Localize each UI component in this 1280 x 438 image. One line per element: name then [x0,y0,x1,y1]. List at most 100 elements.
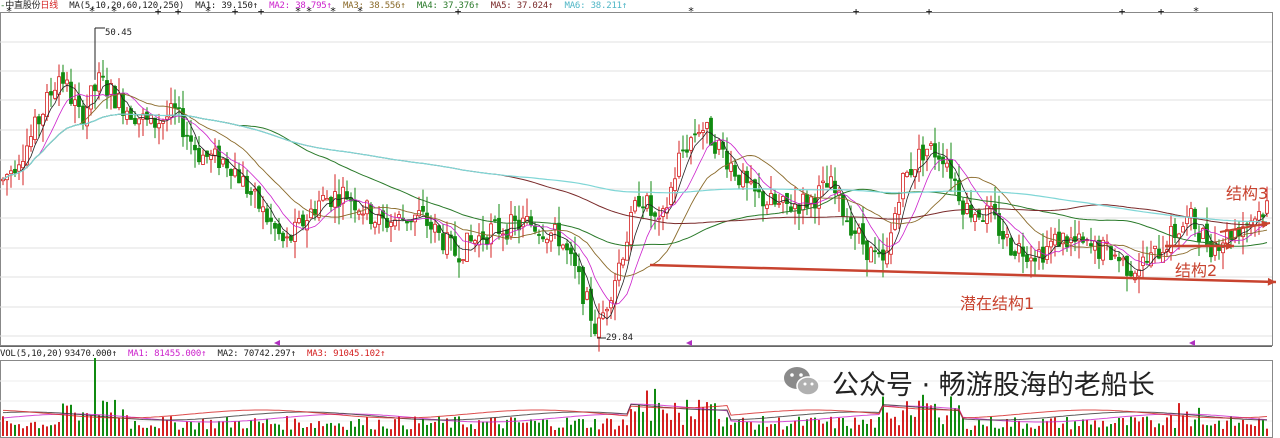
volume-bar [350,421,352,436]
volume-bar [286,416,288,436]
candle-body [853,230,857,234]
volume-bar [794,420,796,436]
volume-bar [858,424,860,436]
volume-bar [1130,416,1132,436]
volume-bar [738,419,740,436]
volume-bar [1058,427,1060,436]
ma-params: MA(5,10,20,60,120,250) [69,1,185,11]
candle-body [737,174,741,186]
volume-bar [786,426,788,436]
volume-bar [1042,418,1044,436]
candle-body [625,241,629,261]
candle-body [905,171,909,177]
candle-body [889,232,893,255]
candle-body [389,221,393,227]
candle-body [253,189,257,192]
volume-bar [94,358,96,436]
candle-body [193,144,197,151]
volume-bar [1246,424,1248,436]
volume-bar [1222,428,1224,436]
candle-body [1173,223,1177,238]
volume-bar [1166,417,1168,436]
candle-body [189,135,193,142]
candle-body [713,142,717,154]
volume-bar [874,427,876,436]
candle-body [173,103,177,109]
volume-bar [42,424,44,436]
volume-bar [326,423,328,436]
volume-bar [358,418,360,436]
volume-bar [626,425,628,436]
volume-bar [1230,416,1232,436]
volume-bar [1174,427,1176,436]
volume-bar [922,394,924,436]
volume-bar [730,424,732,436]
volume-bar [142,427,144,436]
candle-body [981,220,985,222]
candle-body [561,244,565,249]
price-panel-border [0,12,1273,346]
candle-body [585,291,589,300]
candle-body [861,223,865,245]
candle-body [1153,245,1157,249]
volume-bar [846,425,848,436]
volume-bar [402,425,404,436]
volume-bar [26,426,28,436]
volume-bar [766,426,768,436]
volume-bar [1138,421,1140,436]
stock-name: -中直股份日线 [0,1,59,11]
candle-body [529,216,533,226]
volume-bar [426,424,428,436]
candle-body [237,169,241,184]
volume-bar [130,428,132,436]
candle-body [833,180,837,194]
volume-bar [498,424,500,436]
volume-bar [170,416,172,436]
event-marker: * [205,5,212,18]
candle-body [445,232,449,255]
volume-bar [778,417,780,436]
candle-body [685,149,689,153]
candle-body [125,110,129,120]
candle-body [809,196,813,205]
candle-body [857,227,861,234]
ma5-value: MA5: 37.024↑ [490,1,554,11]
volume-bar [50,425,52,436]
candle-body [161,120,165,124]
volume-bar [106,401,108,436]
candle-body [1189,208,1193,219]
volume-bar [18,424,20,436]
volume-bar [1070,429,1072,436]
volume-bar [906,401,908,436]
volume-bar [1170,415,1172,436]
candle-body [969,204,973,218]
volume-bar [1134,417,1136,436]
volume-bar [986,426,988,436]
volume-bar [374,429,376,436]
volume-bar [1250,424,1252,436]
volume-bar [386,428,388,436]
candle-body [645,195,649,209]
volume-bar [302,427,304,436]
candle-body [373,222,377,228]
candle-body [213,148,217,157]
candle-body [105,80,109,97]
candle-body [1025,254,1029,262]
candle-body [433,223,437,233]
volume-bar [798,416,800,436]
structure-1-arrow [649,263,1277,284]
volume-bar [706,402,708,436]
candle-body [37,116,41,125]
candle-body [201,154,205,165]
vol-value: 93470.000↑ [64,349,117,359]
candle-body [1089,243,1093,247]
structure-1-arrow-head [1267,277,1276,286]
volume-bar [482,421,484,436]
volume-bar [714,403,716,436]
candle-body [141,113,145,120]
candle-body [261,206,265,213]
candle-body [209,153,213,160]
candle-body [377,213,381,225]
ma1-value: MA1: 39.150↑ [195,1,258,11]
candle-body [341,186,345,204]
